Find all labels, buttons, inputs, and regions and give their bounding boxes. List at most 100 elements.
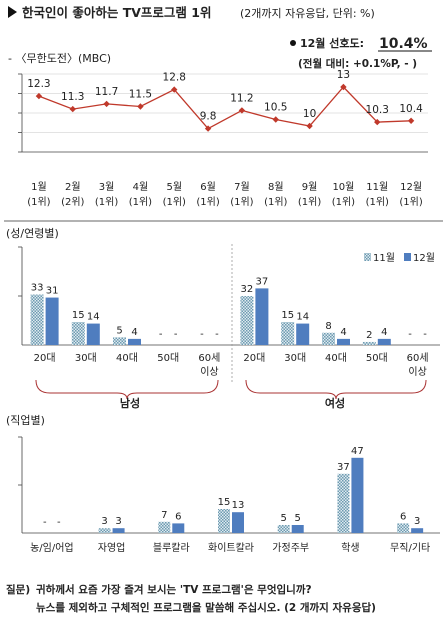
bar-label-dec: 14 (296, 312, 309, 323)
data-point (340, 83, 347, 91)
data-label: 11.3 (61, 91, 84, 103)
bar-dec (128, 338, 141, 345)
summary-change: (전월 대비: +0.1%P, - ) (298, 57, 417, 70)
x-tick-sublabel: (1위) (298, 195, 321, 208)
x-tick-label: 30대 (75, 352, 97, 364)
x-tick-label: 2월 (65, 181, 81, 193)
bar-dec (112, 528, 125, 533)
bar-label-dec: 5 (295, 513, 301, 524)
legend-label-dec: 12월 (413, 252, 435, 264)
demo-legend: 11월 12월 (364, 252, 435, 264)
bar-dec (377, 338, 391, 345)
bar-label-nov: 2 (366, 330, 372, 341)
x-tick-label: 12월 (400, 181, 422, 193)
x-tick-label: 30대 (284, 352, 306, 364)
bar-label-nov: 15 (72, 310, 85, 321)
bar-label-nov: 33 (31, 283, 44, 294)
x-tick-label: 11월 (366, 181, 388, 193)
job-section-label: (직업별) (6, 414, 45, 427)
question-line1: 귀하께서 요즘 가장 즐겨 보시는 'TV 프로그램'은 무엇입니까? (36, 583, 312, 596)
bar-dec (45, 297, 59, 345)
bar-label-dec: - (215, 329, 219, 340)
bar-nov (397, 523, 410, 533)
x-tick-sublabel: (1위) (366, 195, 389, 208)
data-point (407, 117, 415, 124)
data-point (238, 107, 246, 114)
chart-title: 한국인이 좋아하는 TV프로그램 1위 (22, 5, 211, 20)
bar-label-dec: 37 (256, 276, 269, 287)
bar-label-nov: 32 (241, 284, 254, 295)
data-point (272, 116, 279, 123)
x-tick-label: 1월 (31, 181, 47, 193)
series-line (38, 86, 412, 130)
bar-dec (351, 457, 364, 533)
bar-nov (113, 337, 126, 345)
x-tick-label: 3월 (99, 181, 115, 193)
x-tick-sublabel: (1위) (264, 195, 287, 208)
bar-label-dec: 4 (340, 327, 346, 338)
x-tick-label: 60세 (407, 352, 429, 364)
bar-label-nov: 7 (161, 510, 167, 521)
x-tick-label: 7월 (234, 181, 250, 193)
x-tick-label: 학생 (341, 542, 359, 554)
bar-dec (337, 338, 350, 345)
data-label: 9.8 (200, 111, 217, 123)
bar-nov (218, 509, 230, 533)
bar-label-dec: 6 (175, 511, 181, 522)
x-tick-label: 블루칼라 (153, 541, 190, 554)
bar-label-dec: 4 (131, 327, 137, 338)
x-tick-sublabel: (1위) (163, 195, 186, 208)
bar-label-nov: - (200, 329, 204, 340)
bar-dec (255, 288, 269, 345)
bar-label-nov: 37 (337, 462, 350, 473)
bar-label-nov: 6 (400, 511, 406, 522)
demo-section-label: (성/연령별) (6, 227, 59, 240)
bar-nov (322, 332, 335, 345)
x-tick-label: 5월 (166, 181, 182, 193)
bar-label-nov: 15 (281, 310, 294, 321)
x-tick-label: 20대 (243, 352, 265, 364)
x-tick-label: 가정주부 (272, 542, 309, 554)
bar-label-nov: - (408, 329, 412, 340)
data-point (374, 118, 381, 126)
x-tick-label: 40대 (116, 352, 138, 364)
bar-nov (240, 296, 254, 345)
x-tick-label: 4월 (133, 181, 149, 193)
bar-label-dec: 3 (115, 516, 121, 527)
bar-dec (172, 523, 185, 533)
x-tick-label: 농/임/어업 (30, 541, 74, 554)
bar-nov (362, 341, 376, 345)
data-point (103, 100, 110, 108)
question-line2: 뉴스를 제외하고 구체적인 프로그램을 말씀해 주십시오. (2 개까지 자유응… (36, 601, 376, 614)
bar-nov (98, 528, 111, 533)
bar-nov (281, 322, 295, 345)
data-label: 10 (303, 108, 316, 120)
group-label-female: 여성 (325, 396, 345, 410)
bar-nov (158, 521, 171, 533)
bar-nov (277, 525, 290, 533)
x-tick-sublabel: (1위) (129, 195, 152, 208)
data-point (171, 86, 178, 93)
summary-label: 12월 선호도: (300, 36, 364, 50)
bar-label-dec: 13 (232, 500, 245, 511)
x-tick-label: 8월 (268, 181, 284, 193)
x-tick-label: 40대 (325, 352, 347, 364)
data-label: 11.2 (230, 92, 253, 104)
data-label: 10.5 (264, 102, 287, 114)
x-tick-sublabel: (1위) (95, 195, 118, 208)
data-label: 11.5 (129, 89, 152, 101)
group-brace (245, 379, 427, 400)
x-tick-label: 무직/기타 (390, 542, 430, 554)
x-tick-label: 50대 (366, 352, 388, 364)
question-label: 질문) (6, 584, 30, 596)
data-point (306, 122, 313, 130)
summary-bullet-icon (290, 40, 296, 46)
x-tick-label: 이상 (408, 366, 426, 378)
chart-subtitle: (2개까지 자유응답, 단위: %) (240, 7, 375, 20)
summary-value: 10.4% (379, 36, 428, 52)
bar-dec (411, 528, 424, 533)
x-tick-label: 50대 (157, 352, 179, 364)
